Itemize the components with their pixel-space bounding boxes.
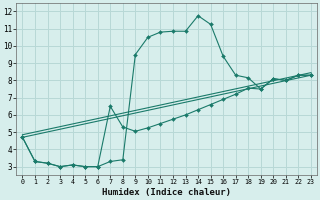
X-axis label: Humidex (Indice chaleur): Humidex (Indice chaleur) <box>102 188 231 197</box>
